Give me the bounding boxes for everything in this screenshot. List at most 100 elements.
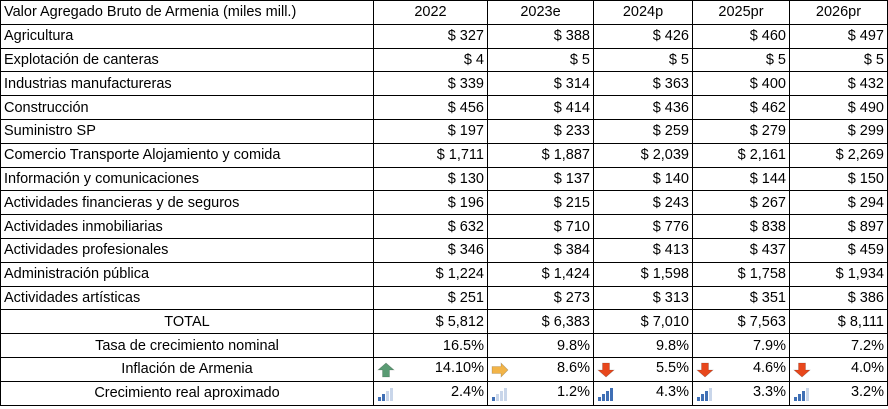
table-row: Información y comunicaciones $ 130 $ 137 $ …	[0, 166, 888, 192]
value-cell: $ 144	[692, 166, 790, 192]
nominal-growth-value: 7.2%	[789, 333, 888, 358]
table-row: Explotación de canteras $ 4 $ 5 $ 5 $ 5 $ 5	[0, 47, 888, 73]
value-cell: $ 776	[593, 214, 693, 239]
value-cell: $ 400	[692, 71, 790, 97]
value-cell: $ 273	[487, 285, 594, 311]
table-row: Administración pública $ 1,224 $ 1,424 $ 1,…	[0, 261, 888, 287]
inflation-value: 5.5%	[593, 356, 693, 382]
value-cell: $ 897	[789, 214, 888, 239]
row-label: Actividades artísticas	[0, 285, 374, 311]
real-growth-value: 2.4%	[373, 380, 488, 406]
inflation-label: Inflación de Armenia	[0, 356, 374, 382]
value-cell: $ 339	[373, 71, 488, 97]
value-cell: $ 388	[487, 23, 594, 49]
value-cell: $ 5	[487, 47, 594, 73]
value-cell: $ 1,887	[487, 142, 594, 168]
year-header: 2022	[373, 0, 488, 25]
value-cell: $ 1,758	[692, 261, 790, 287]
value-cell: $ 314	[487, 71, 594, 97]
total-value: $ 6,383	[487, 309, 594, 335]
nominal-growth-row: Tasa de crecimiento nominal 16.5% 9.8% 9.8%…	[0, 333, 888, 358]
nominal-growth-value: 7.9%	[692, 333, 790, 358]
row-label: Construcción	[0, 95, 374, 120]
signal-bars-icon	[696, 386, 714, 402]
value-cell: $ 1,934	[789, 261, 888, 287]
value-cell: $ 197	[373, 118, 488, 144]
row-label: Actividades profesionales	[0, 237, 374, 263]
real-growth-value-text: 3.2%	[850, 384, 884, 401]
value-cell: $ 294	[789, 190, 888, 216]
value-cell: $ 384	[487, 237, 594, 263]
inflation-value-text: 14.10%	[434, 360, 484, 377]
value-cell: $ 2,269	[789, 142, 888, 168]
value-cell: $ 437	[692, 237, 790, 263]
value-cell: $ 5	[692, 47, 790, 73]
value-cell: $ 432	[789, 71, 888, 97]
value-cell: $ 838	[692, 214, 790, 239]
inflation-value-text: 8.6%	[556, 360, 590, 377]
value-cell: $ 386	[789, 285, 888, 311]
real-growth-value: 4.3%	[593, 380, 693, 406]
total-row: TOTAL $ 5,812 $ 6,383 $ 7,010 $ 7,563 $ 8,111	[0, 309, 888, 335]
signal-bars-icon	[793, 386, 811, 402]
signal-bars-icon	[491, 386, 509, 402]
inflation-value: 4.6%	[692, 356, 790, 382]
value-cell: $ 1,598	[593, 261, 693, 287]
value-cell: $ 130	[373, 166, 488, 192]
real-growth-value-text: 2.4%	[450, 384, 484, 401]
table-row: Actividades financieras y de seguros $ 19…	[0, 190, 888, 216]
value-cell: $ 426	[593, 23, 693, 49]
row-label: Comercio Transporte Alojamiento y comida	[0, 142, 374, 168]
value-cell: $ 456	[373, 95, 488, 120]
value-cell: $ 2,039	[593, 142, 693, 168]
value-cell: $ 4	[373, 47, 488, 73]
value-cell: $ 243	[593, 190, 693, 216]
table-row: Suministro SP $ 197 $ 233 $ 259 $ 279 $ 299	[0, 118, 888, 144]
row-label: Información y comunicaciones	[0, 166, 374, 192]
value-cell: $ 267	[692, 190, 790, 216]
value-cell: $ 2,161	[692, 142, 790, 168]
value-cell: $ 1,424	[487, 261, 594, 287]
table-row: Actividades inmobiliarias $ 632 $ 710 $ 776…	[0, 214, 888, 239]
value-cell: $ 632	[373, 214, 488, 239]
value-cell: $ 5	[593, 47, 693, 73]
real-growth-value: 1.2%	[487, 380, 594, 406]
arrow-down-icon	[793, 362, 811, 378]
value-cell: $ 436	[593, 95, 693, 120]
value-cell: $ 251	[373, 285, 488, 311]
value-cell: $ 497	[789, 23, 888, 49]
value-cell: $ 1,711	[373, 142, 488, 168]
table-row: Agricultura $ 327 $ 388 $ 426 $ 460 $ 497	[0, 23, 888, 49]
value-cell: $ 259	[593, 118, 693, 144]
value-cell: $ 215	[487, 190, 594, 216]
header-row: Valor Agregado Bruto de Armenia (miles m…	[0, 0, 888, 25]
table-title: Valor Agregado Bruto de Armenia (miles m…	[0, 0, 374, 25]
total-value: $ 7,010	[593, 309, 693, 335]
value-cell: $ 460	[692, 23, 790, 49]
value-cell: $ 279	[692, 118, 790, 144]
arrow-down-icon	[696, 362, 714, 378]
nominal-growth-label: Tasa de crecimiento nominal	[0, 333, 374, 358]
real-growth-value-text: 3.3%	[752, 384, 786, 401]
value-cell: $ 462	[692, 95, 790, 120]
arrow-up-icon	[377, 362, 395, 378]
total-value: $ 5,812	[373, 309, 488, 335]
value-cell: $ 490	[789, 95, 888, 120]
row-label: Actividades inmobiliarias	[0, 214, 374, 239]
table-row: Comercio Transporte Alojamiento y comida…	[0, 142, 888, 168]
real-growth-value-text: 1.2%	[556, 384, 590, 401]
row-label: Actividades financieras y de seguros	[0, 190, 374, 216]
value-cell: $ 710	[487, 214, 594, 239]
value-cell: $ 351	[692, 285, 790, 311]
real-growth-value: 3.2%	[789, 380, 888, 406]
row-label: Administración pública	[0, 261, 374, 287]
total-label: TOTAL	[0, 309, 374, 335]
value-cell: $ 459	[789, 237, 888, 263]
value-cell: $ 140	[593, 166, 693, 192]
row-label: Suministro SP	[0, 118, 374, 144]
value-cell: $ 233	[487, 118, 594, 144]
total-value: $ 8,111	[789, 309, 888, 335]
nominal-growth-value: 9.8%	[593, 333, 693, 358]
value-cell: $ 414	[487, 95, 594, 120]
year-header: 2024p	[593, 0, 693, 25]
